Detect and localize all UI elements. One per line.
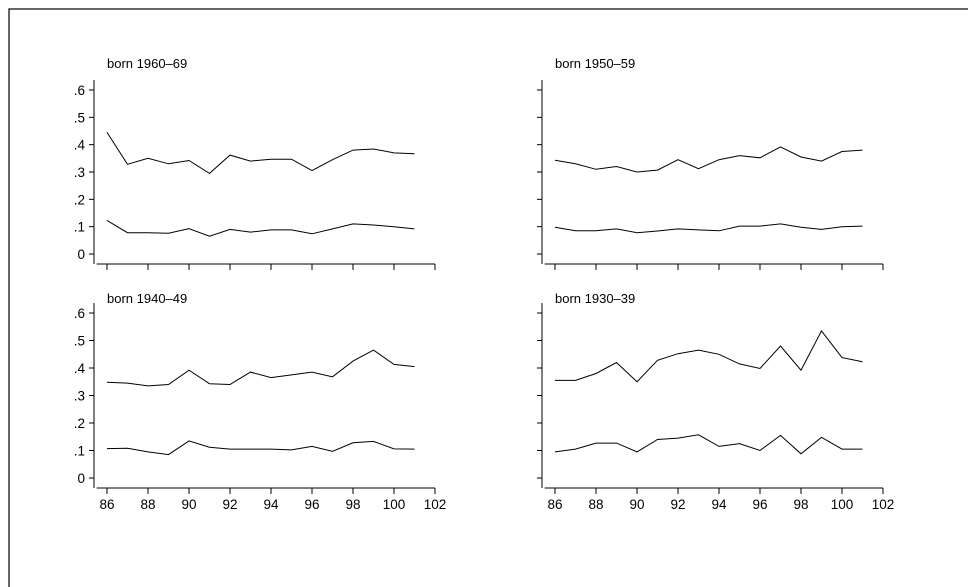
x-tick-label: 94 xyxy=(711,497,727,512)
y-tick-label: .5 xyxy=(74,334,85,349)
panel-title: born 1940–49 xyxy=(107,291,187,306)
x-tick-label: 86 xyxy=(547,497,562,512)
y-tick-label: 0 xyxy=(77,247,85,262)
series-line-lower xyxy=(554,223,863,234)
series-line-lower xyxy=(106,440,415,456)
panel-title: born 1930–39 xyxy=(555,291,635,306)
panel-born-1940-49: born 1940–49 0 .1 .2 .3 .4 .5 .6 86 88 90 92 94 96 98… xyxy=(74,291,447,512)
y-tick-label: .2 xyxy=(74,192,85,207)
x-tick-label: 98 xyxy=(345,497,360,512)
series-line-upper xyxy=(554,146,863,173)
x-tick-label: 98 xyxy=(793,497,808,512)
x-tick-label: 94 xyxy=(263,497,279,512)
x-tick-label: 86 xyxy=(99,497,114,512)
x-tick-label: 96 xyxy=(752,497,767,512)
x-tick-label: 100 xyxy=(383,497,406,512)
x-tick-label: 96 xyxy=(304,497,319,512)
y-tick-label: .2 xyxy=(74,416,85,431)
y-tick-label: .3 xyxy=(74,389,85,404)
y-tick-label: .5 xyxy=(74,110,85,125)
panel-title: born 1950–59 xyxy=(555,56,635,71)
panel-born-1960-69: born 1960–69 0 .1 .2 .3 .4 .5 .6 xyxy=(74,56,436,270)
x-tick-label: 92 xyxy=(670,497,685,512)
series-line-upper xyxy=(106,349,415,387)
series-line-lower xyxy=(554,434,863,455)
figure-border xyxy=(8,8,968,587)
y-tick-label: .1 xyxy=(74,444,85,459)
series-line-upper xyxy=(106,132,415,175)
y-tick-label: .4 xyxy=(74,138,86,153)
x-tick-label: 92 xyxy=(222,497,237,512)
y-tick-label: .1 xyxy=(74,220,85,235)
x-tick-label: 100 xyxy=(831,497,854,512)
y-tick-label: .4 xyxy=(74,361,86,376)
x-tick-label: 88 xyxy=(588,497,603,512)
x-tick-label: 102 xyxy=(424,497,447,512)
x-tick-label: 90 xyxy=(629,497,644,512)
panel-title: born 1960–69 xyxy=(107,56,187,71)
x-tick-label: 102 xyxy=(872,497,895,512)
y-tick-label: 0 xyxy=(77,471,85,486)
x-tick-label: 88 xyxy=(140,497,155,512)
x-tick-label: 90 xyxy=(181,497,196,512)
series-line-lower xyxy=(106,219,415,237)
series-line-upper xyxy=(555,329,863,383)
panel-born-1950-59: born 1950–59 xyxy=(537,56,884,270)
y-tick-label: .3 xyxy=(74,165,85,180)
y-tick-label: .6 xyxy=(74,306,85,321)
panel-born-1930-39: born 1930–39 86 88 90 92 94 96 98 100 102 xyxy=(537,291,894,512)
y-tick-label: .6 xyxy=(74,83,85,98)
